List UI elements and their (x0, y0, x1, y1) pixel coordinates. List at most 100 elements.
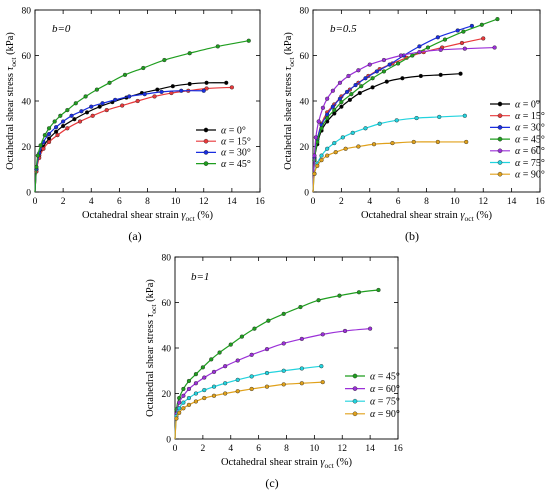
data-point (455, 28, 460, 33)
data-point (417, 49, 422, 55)
y-tick-label: 60 (162, 299, 172, 309)
data-point (411, 139, 416, 145)
x-tick-label: 2 (201, 444, 206, 454)
legend-marker (497, 171, 503, 177)
data-point (437, 114, 442, 120)
data-point (181, 393, 186, 398)
x-tick-label: 6 (256, 444, 261, 454)
data-point (319, 158, 324, 163)
data-point (418, 73, 423, 79)
data-point (202, 395, 207, 401)
data-point (337, 293, 342, 298)
legend-label: α = 15° (221, 137, 251, 148)
series-6 (312, 113, 467, 193)
data-point (53, 125, 59, 130)
data-point (394, 118, 399, 123)
y-tick-label: 20 (22, 143, 32, 153)
data-point (458, 71, 463, 76)
series-4 (174, 380, 325, 440)
y-tick-label: 80 (162, 253, 172, 263)
x-tick-label: 4 (367, 197, 372, 207)
data-point (122, 72, 128, 77)
data-point (400, 76, 405, 81)
data-point (211, 369, 217, 374)
legend-marker (497, 113, 503, 118)
x-tick-label: 0 (311, 197, 316, 207)
y-tick-label: 40 (300, 97, 310, 107)
data-point (181, 406, 186, 411)
data-point (266, 318, 271, 323)
x-tick-label: 14 (365, 444, 375, 454)
data-point (330, 88, 335, 93)
y-tick-label: 0 (166, 435, 171, 445)
data-point (339, 104, 344, 109)
panel-annotation: b=0.5 (330, 23, 357, 35)
data-point (90, 113, 95, 118)
legend-label: α = 45° (221, 159, 251, 170)
legend-marker (497, 136, 503, 142)
panel-annotation: b=0 (52, 23, 71, 35)
data-point (414, 115, 419, 121)
data-point (264, 370, 270, 376)
series-4 (312, 17, 500, 193)
data-point (356, 144, 361, 149)
data-point (376, 287, 381, 293)
data-point (235, 358, 240, 363)
data-point (65, 107, 70, 113)
legend-label: α = 45° (515, 134, 545, 145)
data-point (298, 304, 303, 310)
series-line (312, 141, 467, 193)
legend-marker (352, 386, 358, 391)
panel-label: (a) (128, 229, 141, 243)
data-point (83, 94, 88, 99)
x-tick-label: 0 (33, 197, 38, 207)
data-point (94, 87, 99, 92)
x-tick-label: 12 (199, 197, 209, 207)
x-axis-label: Octahedral shear strain γoct (%) (82, 210, 214, 223)
x-tick-label: 4 (89, 197, 94, 207)
data-point (120, 103, 125, 108)
data-point (200, 365, 205, 370)
data-point (186, 378, 192, 384)
data-point (55, 133, 60, 138)
data-point (299, 381, 304, 386)
legend-marker (203, 138, 209, 144)
x-tick-label: 4 (228, 444, 233, 454)
data-point (462, 46, 467, 51)
data-point (315, 163, 320, 168)
data-point (281, 311, 286, 316)
legend-marker (203, 127, 209, 133)
legend: α = 0°α = 15°α = 30°α = 45° (196, 125, 251, 170)
data-point (464, 139, 469, 145)
data-point (77, 119, 83, 124)
series-line (34, 86, 232, 193)
data-point (359, 84, 364, 89)
legend-label: α = 30° (221, 148, 251, 159)
x-tick-label: 6 (396, 197, 401, 207)
legend: α = 0°α = 15°α = 30°α = 45°α = 60°α = 75… (490, 99, 545, 181)
data-point (35, 153, 40, 158)
data-point (58, 113, 63, 118)
series-7 (312, 139, 469, 193)
data-point (340, 135, 345, 140)
legend-label: α = 90° (370, 409, 400, 420)
data-point (396, 61, 401, 66)
data-point (107, 80, 112, 85)
data-point (442, 37, 448, 42)
data-point (313, 135, 318, 140)
data-point (89, 104, 94, 109)
legend-label: α = 60° (515, 146, 545, 157)
data-point (492, 45, 497, 50)
data-point (319, 153, 324, 158)
data-point (281, 368, 286, 373)
series-1 (34, 80, 229, 193)
data-point (223, 391, 228, 396)
data-point (461, 29, 466, 34)
y-axis-label: Octahedral shear stress τoct (kPa) (145, 279, 158, 417)
x-tick-label: 14 (507, 197, 517, 207)
data-point (72, 117, 77, 122)
data-point (193, 399, 199, 404)
legend-marker (203, 150, 209, 155)
x-tick-label: 16 (393, 444, 403, 454)
data-point (347, 97, 352, 102)
